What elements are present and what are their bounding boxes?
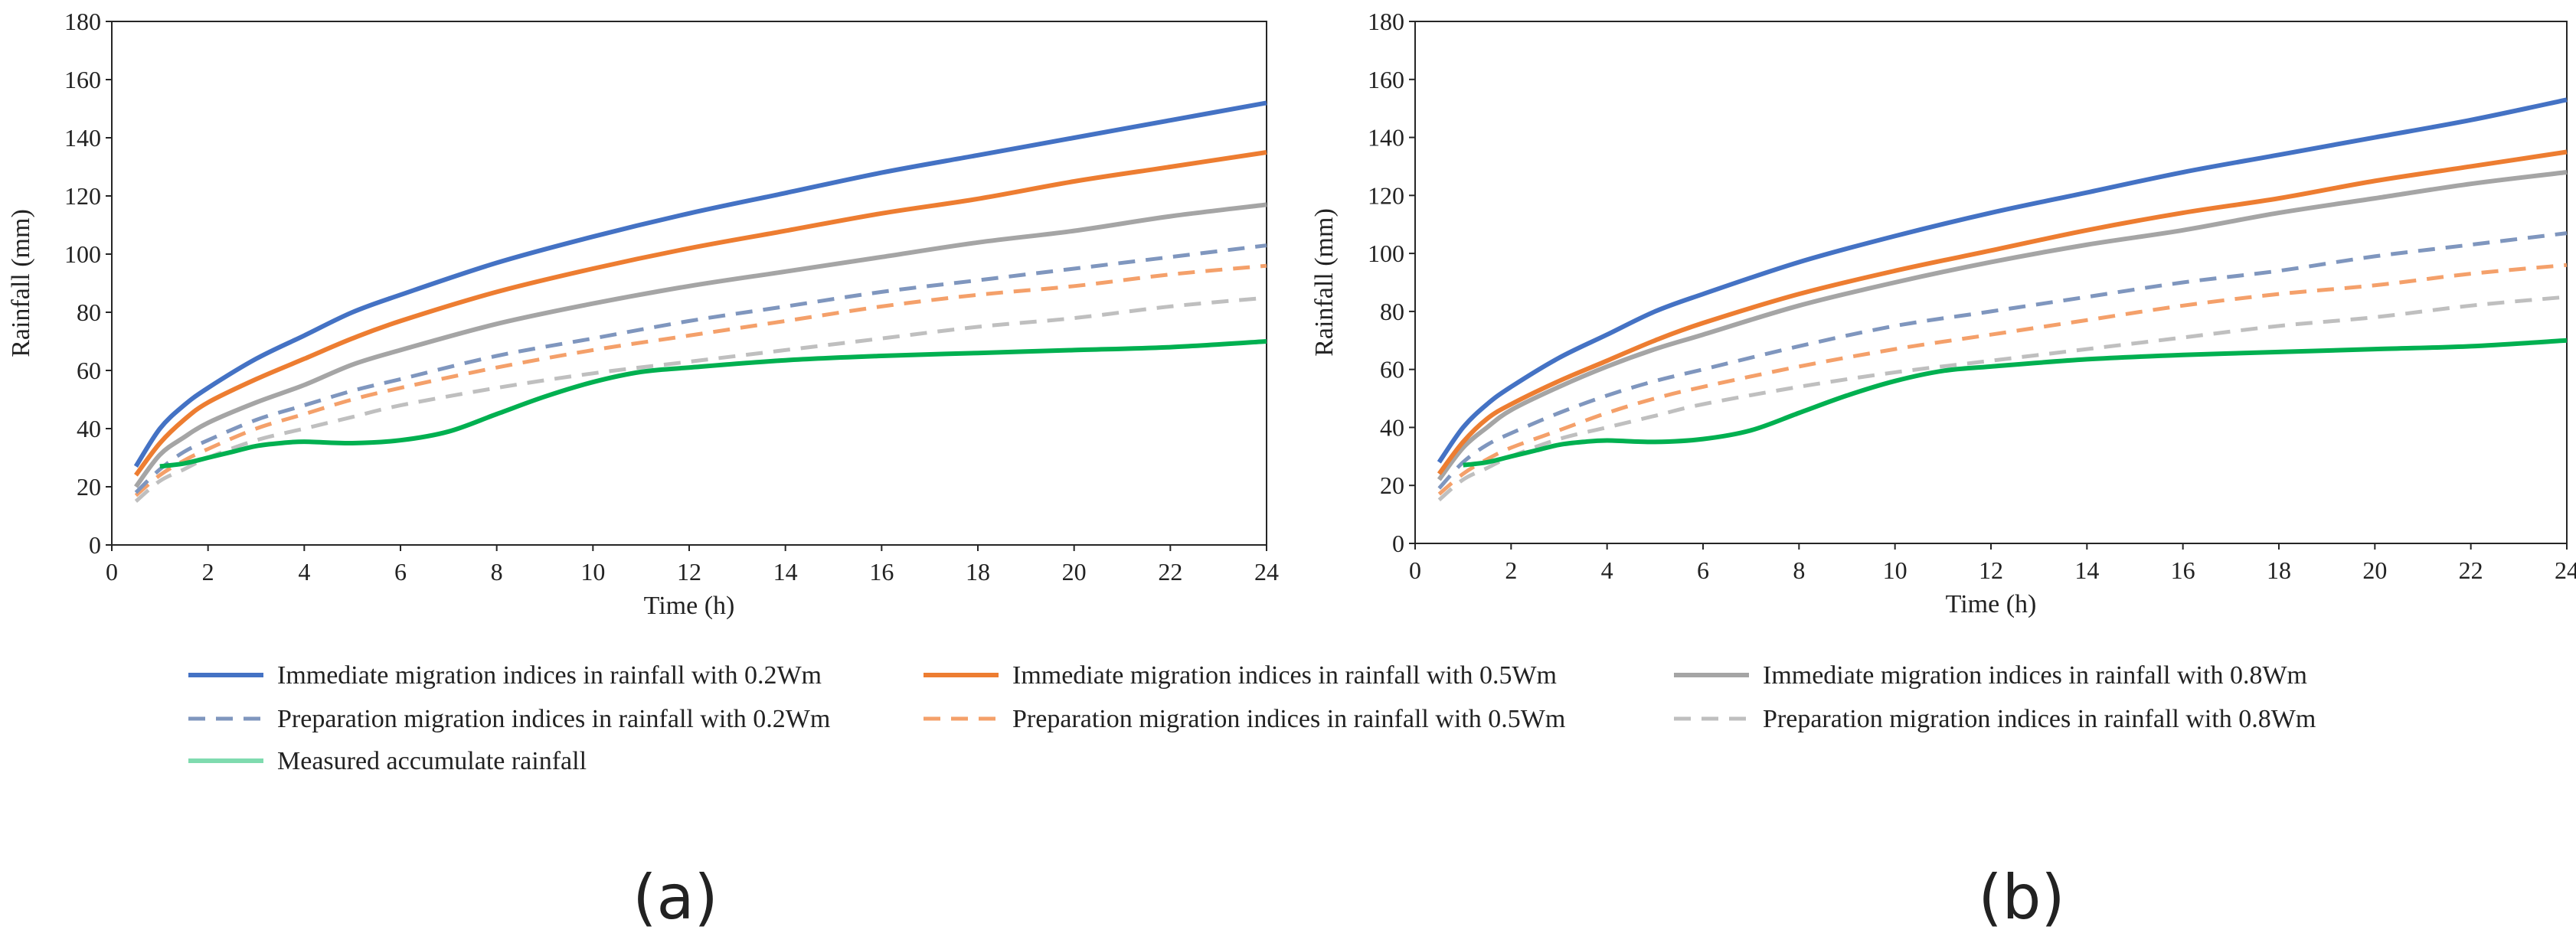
series-line-imm08 [134, 202, 1267, 488]
plot-area-a [111, 21, 1267, 546]
series-line-prep05 [134, 263, 1267, 497]
y-tick-label: 80 [77, 298, 101, 326]
y-tick-label: 100 [64, 240, 101, 268]
x-tick-label: 14 [773, 558, 798, 586]
panel-label-b: (b) [1978, 862, 2064, 933]
x-tick-label: 8 [491, 558, 503, 586]
series-line-measured [1463, 338, 2568, 468]
x-tick-label: 2 [202, 558, 214, 586]
x-tick-label: 18 [966, 558, 990, 586]
legend-item-measured: Measured accumulate rainfall [188, 747, 587, 775]
x-tick-label: 0 [106, 558, 118, 586]
x-tick-label: 22 [1158, 558, 1182, 586]
y-tick-label: 20 [77, 473, 101, 501]
plot-area-b [1414, 21, 2568, 544]
y-axis-title: Rainfall (mm) [7, 209, 35, 357]
y-tick-label: 140 [64, 124, 101, 152]
series-line-imm05 [1437, 149, 2568, 475]
x-tick-label: 20 [2362, 556, 2387, 584]
legend-item-imm02: Immediate migration indices in rainfall … [188, 661, 822, 690]
x-tick-label: 24 [2555, 556, 2576, 584]
y-tick-label: 40 [1380, 413, 1404, 441]
series-line-imm08 [1437, 170, 2568, 481]
y-tick-label: 180 [64, 8, 101, 35]
legend-label: Immediate migration indices in rainfall … [277, 661, 822, 690]
y-tick-label: 60 [77, 357, 101, 384]
series-line-imm02 [1437, 97, 2568, 464]
x-tick-label: 8 [1793, 556, 1805, 584]
y-tick-label: 160 [64, 66, 101, 93]
legend-label: Preparation migration indices in rainfal… [1763, 705, 2316, 733]
legend-label: Preparation migration indices in rainfal… [1012, 705, 1565, 733]
x-tick-label: 4 [298, 558, 310, 586]
y-tick-label: 0 [89, 531, 101, 559]
legend-label: Immediate migration indices in rainfall … [1763, 661, 2307, 690]
series-line-measured [159, 339, 1267, 469]
x-tick-label: 24 [1254, 558, 1279, 586]
y-tick-label: 100 [1368, 240, 1404, 267]
series-line-imm05 [134, 150, 1267, 477]
x-tick-label: 0 [1409, 556, 1421, 584]
legend-label: Preparation migration indices in rainfal… [277, 705, 830, 733]
x-tick-label: 18 [2267, 556, 2291, 584]
x-tick-label: 22 [2459, 556, 2483, 584]
y-tick-label: 160 [1368, 66, 1404, 93]
y-tick-label: 140 [1368, 124, 1404, 152]
legend-item-prep05: Preparation migration indices in rainfal… [924, 705, 1565, 733]
x-tick-label: 6 [1697, 556, 1709, 584]
x-axis-title: Time (h) [644, 592, 735, 620]
x-tick-label: 10 [1883, 556, 1907, 584]
x-tick-label: 16 [2171, 556, 2195, 584]
y-tick-label: 120 [64, 182, 101, 210]
legend-item-prep08: Preparation migration indices in rainfal… [1674, 705, 2316, 733]
x-tick-label: 10 [580, 558, 605, 586]
y-tick-label: 120 [1368, 181, 1404, 209]
legend-item-imm05: Immediate migration indices in rainfall … [924, 661, 1557, 690]
legend-item-prep02: Preparation migration indices in rainfal… [188, 705, 830, 733]
legend-label: Immediate migration indices in rainfall … [1012, 661, 1557, 690]
x-tick-label: 12 [677, 558, 701, 586]
series-line-prep02 [1437, 231, 2568, 490]
y-tick-label: 20 [1380, 471, 1404, 499]
panel-label-a: (a) [633, 862, 718, 933]
y-tick-label: 60 [1380, 356, 1404, 383]
x-tick-label: 4 [1601, 556, 1613, 584]
y-tick-label: 0 [1392, 530, 1404, 557]
x-tick-label: 2 [1505, 556, 1517, 584]
series-line-prep05 [1437, 263, 2568, 496]
y-tick-label: 40 [77, 415, 101, 442]
x-axis-title: Time (h) [1946, 590, 2037, 618]
y-tick-label: 180 [1368, 8, 1404, 35]
x-tick-label: 20 [1062, 558, 1087, 586]
legend-label: Measured accumulate rainfall [277, 747, 587, 775]
y-tick-label: 80 [1380, 298, 1404, 325]
series-line-prep08 [1437, 295, 2568, 502]
x-tick-label: 16 [869, 558, 894, 586]
series-line-prep02 [134, 243, 1267, 494]
y-axis-title: Rainfall (mm) [1310, 208, 1339, 357]
x-tick-label: 6 [394, 558, 407, 586]
x-tick-label: 14 [2074, 556, 2099, 584]
legend-item-imm08: Immediate migration indices in rainfall … [1674, 661, 2307, 690]
series-line-prep08 [134, 295, 1267, 503]
legend: Immediate migration indices in rainfall … [188, 661, 2316, 775]
series-line-imm02 [133, 100, 1267, 468]
x-tick-label: 12 [1979, 556, 2003, 584]
